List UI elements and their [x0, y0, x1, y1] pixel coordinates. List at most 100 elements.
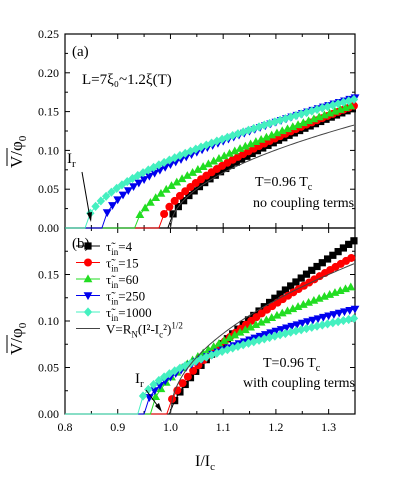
data-point: [293, 120, 303, 129]
data-point: [318, 313, 328, 322]
svg-text:V/φ0: V/φ0: [7, 322, 29, 355]
data-point: [228, 130, 237, 141]
data-point: [277, 308, 287, 317]
data-point: [139, 176, 149, 184]
panel-b-ir-arrowhead: [155, 403, 162, 412]
x-tick-label: 1.2: [268, 420, 283, 434]
data-point: [334, 309, 344, 318]
data-point: [244, 125, 253, 135]
data-point: [276, 290, 284, 298]
data-point: [175, 363, 185, 373]
data-point: [281, 328, 290, 339]
data-point: [292, 321, 302, 330]
data-point: [214, 339, 224, 347]
data-point: [209, 342, 219, 350]
legend-label: τ̃in=4: [106, 239, 133, 257]
panel-b-axes: 0.8 0.9 1.0 1.1 1.2 1.3 0.00 0.05 0.10 0.15: [38, 228, 355, 434]
data-point: [159, 372, 169, 382]
data-point: [239, 340, 248, 350]
data-point: [144, 384, 153, 395]
data-point: [246, 139, 255, 148]
data-point: [230, 330, 240, 339]
y-tick-label: 0.10: [38, 314, 59, 328]
data-point: [155, 166, 165, 175]
data-point: [329, 251, 337, 259]
data-point: [102, 209, 112, 218]
x-tick-label: 1.3: [321, 420, 336, 434]
data-point: [346, 282, 356, 291]
data-point: [235, 144, 245, 152]
data-point: [274, 136, 283, 144]
panel-b-note: with coupling terms: [243, 376, 355, 391]
data-point: [206, 175, 214, 183]
data-point: [334, 248, 342, 256]
data-point: [129, 183, 138, 192]
data-point: [287, 322, 297, 331]
data-point: [314, 293, 324, 302]
y-tick-label: 0.15: [38, 268, 59, 282]
data-point: [283, 306, 292, 315]
y-tick-label: 0.25: [38, 27, 59, 41]
data-point: [267, 130, 277, 139]
panel-b-series: [65, 237, 360, 415]
data-point: [134, 179, 144, 188]
data-point: [347, 253, 356, 262]
legend-marker: [83, 292, 93, 301]
legend-label: τ̃in=15: [106, 256, 139, 274]
panel-a-temperature: T=0.96 Tc: [255, 175, 313, 193]
data-point: [293, 302, 303, 310]
panel-a-note: no coupling terms: [253, 196, 354, 211]
data-point: [260, 331, 270, 339]
data-point: [172, 177, 182, 186]
data-point: [230, 146, 240, 155]
data-point: [225, 148, 234, 157]
legend-label: τ̃in=60: [106, 272, 139, 290]
data-point: [285, 131, 293, 139]
data-point: [228, 343, 237, 353]
data-point: [276, 326, 286, 334]
data-point: [277, 126, 287, 135]
legend-marker: [83, 274, 93, 283]
data-point: [123, 187, 133, 196]
data-point: [272, 310, 282, 319]
data-point: [346, 101, 356, 110]
data-point: [350, 305, 360, 314]
data-point: [307, 322, 316, 332]
x-tick-label: 0.9: [110, 420, 125, 434]
data-point: [186, 358, 195, 368]
data-point: [282, 324, 291, 333]
y-tick-label: 0.00: [38, 221, 59, 235]
legend-item: τ̃in=60: [76, 272, 139, 290]
data-point: [151, 193, 161, 202]
data-point: [271, 327, 281, 336]
legend-item: τ̃in=4: [76, 239, 133, 257]
data-point: [209, 156, 219, 165]
data-point: [339, 315, 348, 326]
data-point: [101, 191, 111, 201]
svg-text:V/φ0: V/φ0: [7, 135, 29, 168]
data-point: [333, 317, 343, 327]
data-point: [183, 372, 192, 381]
data-point: [149, 162, 158, 172]
data-point: [251, 320, 261, 329]
data-point: [256, 134, 266, 143]
data-point: [154, 375, 164, 386]
data-point: [91, 201, 100, 211]
data-point: [349, 313, 359, 324]
data-point: [288, 122, 298, 131]
data-point: [198, 162, 208, 170]
data-point: [155, 382, 165, 390]
data-point: [175, 191, 184, 200]
data-point: [308, 266, 316, 274]
legend-marker: [84, 242, 92, 250]
series-v-r-n-i-i-c-1-2: [169, 263, 355, 415]
legend-marker: [84, 258, 92, 267]
data-point: [138, 391, 148, 401]
series-1000: [65, 94, 359, 229]
data-point: [309, 295, 319, 304]
data-point: [288, 304, 298, 313]
data-point: [297, 319, 307, 328]
data-point: [165, 369, 174, 379]
data-point: [323, 255, 332, 263]
